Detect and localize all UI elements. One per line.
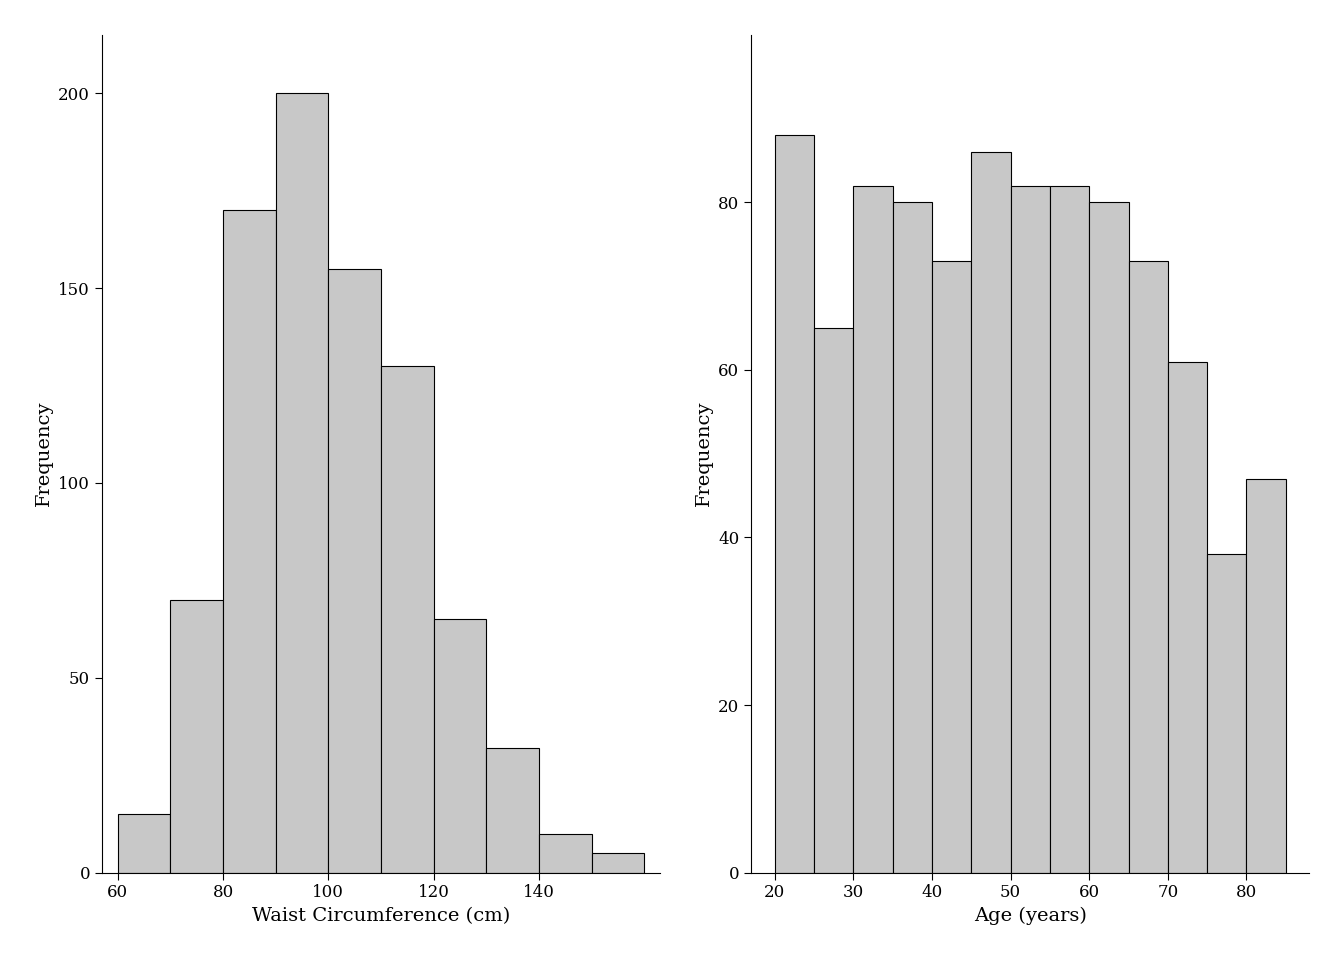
Bar bbox=[171, 600, 223, 873]
Bar bbox=[814, 328, 853, 873]
Bar bbox=[1168, 362, 1207, 873]
Bar bbox=[853, 185, 892, 873]
Bar bbox=[118, 814, 171, 873]
Bar bbox=[931, 261, 972, 873]
Bar bbox=[1011, 185, 1050, 873]
Bar bbox=[434, 619, 487, 873]
Bar bbox=[1089, 203, 1129, 873]
Bar bbox=[487, 748, 539, 873]
Bar bbox=[276, 93, 328, 873]
X-axis label: Waist Circumference (cm): Waist Circumference (cm) bbox=[251, 907, 511, 925]
Bar bbox=[892, 203, 931, 873]
Y-axis label: Frequency: Frequency bbox=[35, 401, 52, 507]
Bar bbox=[223, 210, 276, 873]
Bar bbox=[328, 269, 380, 873]
Bar bbox=[591, 853, 644, 873]
Bar bbox=[1246, 479, 1286, 873]
Bar bbox=[1050, 185, 1089, 873]
X-axis label: Age (years): Age (years) bbox=[974, 907, 1087, 925]
Bar bbox=[1207, 554, 1246, 873]
Bar bbox=[1129, 261, 1168, 873]
Bar bbox=[380, 366, 434, 873]
Bar bbox=[539, 833, 591, 873]
Y-axis label: Frequency: Frequency bbox=[695, 401, 712, 507]
Bar bbox=[775, 135, 814, 873]
Bar bbox=[972, 152, 1011, 873]
